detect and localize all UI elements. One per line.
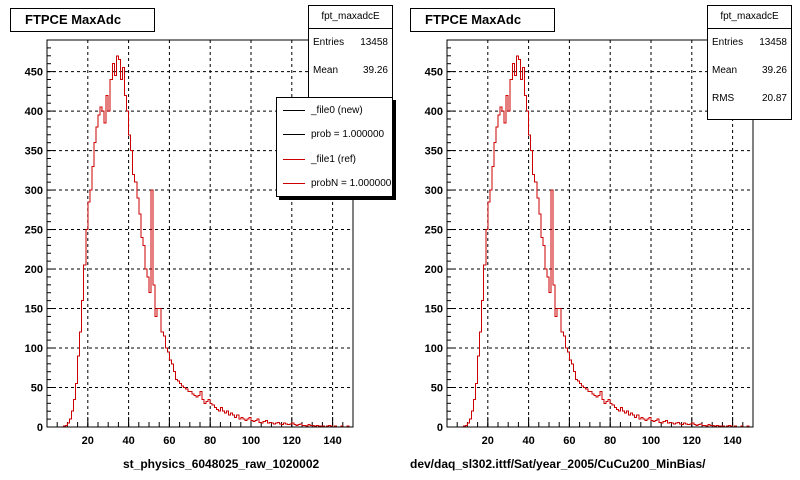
left-histogram-series-1 <box>47 55 353 428</box>
left-y-tick-label: 450 <box>25 67 43 79</box>
legend-entry: probN = 1.000000 <box>277 172 392 197</box>
legend-label: _file0 (new) <box>311 104 363 116</box>
left-x-tick-label: 40 <box>122 435 134 447</box>
right-y-tick-label: 250 <box>425 225 443 237</box>
right-stats-entries-row: Entries 13458 <box>708 29 791 57</box>
legend-swatch <box>283 109 305 111</box>
left-plot-frame-border <box>46 39 354 428</box>
right-stats-mean-label: Mean <box>712 65 738 76</box>
right-y-tick-label: 300 <box>425 185 443 197</box>
legend-entry: _file0 (new) <box>277 98 392 123</box>
right-stats-rms-value: 20.87 <box>761 93 787 104</box>
right-histogram-series-0 <box>447 55 753 428</box>
legend-swatch <box>283 134 305 136</box>
left-stats-name: fpt_maxadcE <box>309 6 392 29</box>
left-y-tick-label: 400 <box>25 106 43 118</box>
right-y-tick-label: 50 <box>431 383 443 395</box>
right-x-axis-label: dev/daq_sl302.ittf/Sat/year_2005/CuCu200… <box>410 457 706 471</box>
left-y-tick-label: 250 <box>25 225 43 237</box>
right-x-tick-label: 80 <box>604 435 616 447</box>
right-title: FTPCE MaxAdc <box>410 8 555 32</box>
right-y-tick-label: 350 <box>425 146 443 158</box>
left-legend: _file0 (new) prob = 1.000000 _file1 (ref… <box>276 97 393 197</box>
right-y-tick-label: 200 <box>425 264 443 276</box>
left-y-tick-label: 300 <box>25 185 43 197</box>
left-y-tick-label: 200 <box>25 264 43 276</box>
right-y-tick-label: 0 <box>437 422 443 434</box>
right-stats-mean-row: Mean 39.26 <box>708 57 791 85</box>
left-stats-mean-row: Mean 39.26 <box>309 57 392 85</box>
right-y-tick-label: 400 <box>425 106 443 118</box>
right-y-tick-label: 150 <box>425 304 443 316</box>
right-plot-frame-border <box>446 39 754 428</box>
legend-label: _file1 (ref) <box>311 153 357 165</box>
right-stats-rms-label: RMS <box>712 93 735 104</box>
left-x-tick-label: 20 <box>82 435 94 447</box>
left-stats-entries-row: Entries 13458 <box>309 29 392 57</box>
right-x-tick-label: 20 <box>482 435 494 447</box>
left-title: FTPCE MaxAdc <box>10 8 155 32</box>
legend-label: prob = 1.000000 <box>311 129 385 141</box>
left-x-tick-label: 120 <box>283 435 301 447</box>
right-stats-mean-value: 39.26 <box>761 65 787 76</box>
right-stats-name: fpt_maxadcE <box>708 6 791 29</box>
legend-entry: _file1 (ref) <box>277 147 392 172</box>
left-y-tick-label: 0 <box>37 422 43 434</box>
right-x-tick-label: 40 <box>522 435 534 447</box>
left-stats-mean-value: 39.26 <box>362 65 388 76</box>
right-y-tick-label: 100 <box>425 343 443 355</box>
right-x-tick-label: 60 <box>563 435 575 447</box>
right-stats-entries-value: 13458 <box>759 37 787 48</box>
legend-label: probN = 1.000000 <box>311 178 392 190</box>
left-y-tick-label: 150 <box>25 304 43 316</box>
left-y-tick-label: 50 <box>31 383 43 395</box>
right-stats-rms-row: RMS 20.87 <box>708 85 791 113</box>
right-x-tick-label: 120 <box>683 435 701 447</box>
legend-swatch <box>283 158 305 160</box>
left-x-tick-label: 60 <box>163 435 175 447</box>
left-y-tick-label: 350 <box>25 146 43 158</box>
right-y-tick-label: 450 <box>425 67 443 79</box>
left-y-tick-label: 100 <box>25 343 43 355</box>
right-stats-entries-label: Entries <box>712 37 744 48</box>
right-stats-box: fpt_maxadcE Entries 13458 Mean 39.26 RMS… <box>707 5 792 120</box>
left-x-axis-label: st_physics_6048025_raw_1020002 <box>123 457 320 471</box>
legend-entry: prob = 1.000000 <box>277 123 392 148</box>
left-x-tick-label: 80 <box>204 435 216 447</box>
left-stats-mean-label: Mean <box>313 65 339 76</box>
left-x-tick-label: 100 <box>242 435 260 447</box>
right-x-tick-label: 140 <box>723 435 741 447</box>
left-stats-entries-value: 13458 <box>360 37 388 48</box>
left-stats-entries-label: Entries <box>313 37 345 48</box>
right-plot-frame <box>446 39 754 428</box>
legend-swatch <box>283 183 305 185</box>
right-x-tick-label: 100 <box>642 435 660 447</box>
left-x-tick-label: 140 <box>323 435 341 447</box>
